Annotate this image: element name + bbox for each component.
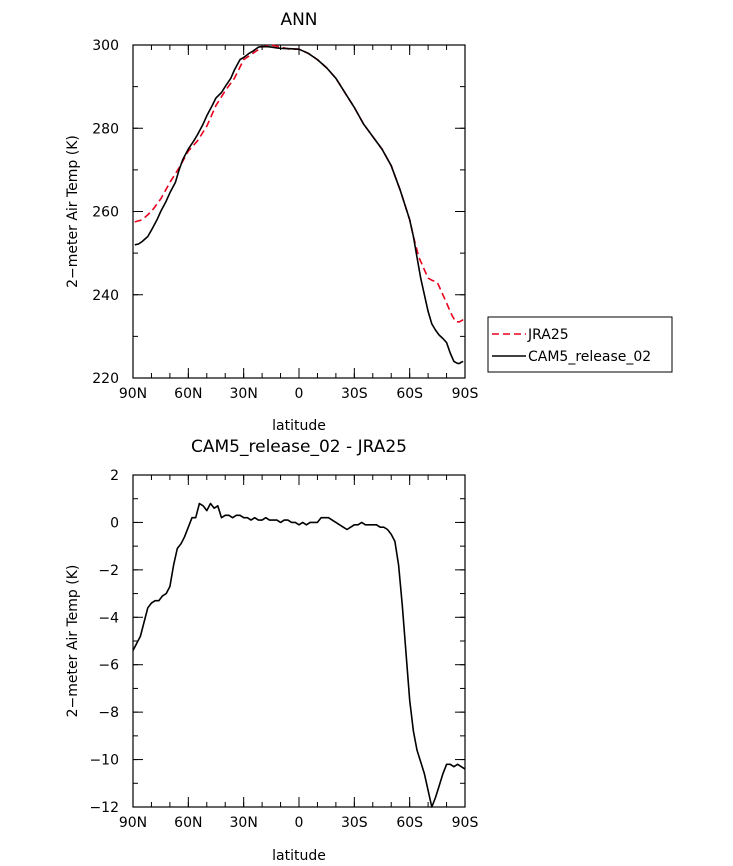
y-tick-label: 220 <box>92 371 119 387</box>
x-tick-label: 60N <box>174 386 202 402</box>
x-tick-label: 30N <box>230 386 258 402</box>
y-tick-label: −6 <box>98 658 119 674</box>
y-axis-label: 2−meter Air Temp (K) <box>65 565 81 718</box>
x-tick-label: 30S <box>341 815 368 831</box>
y-tick-label: 0 <box>110 515 119 531</box>
x-tick-label: 60N <box>174 815 202 831</box>
chart-title: ANN <box>280 10 317 30</box>
series-line-jra25 <box>134 44 464 323</box>
x-tick-label: 90N <box>119 386 147 402</box>
chart-panel-2: CAM5_release_02 - JRA25 90N 60N 30N 0 30S 60S 9… <box>65 437 478 864</box>
y-tick-label: −8 <box>98 705 119 721</box>
y-tick-label: −12 <box>89 800 119 816</box>
x-tick-label: 90N <box>119 815 147 831</box>
y-tick-label: 2 <box>110 468 119 484</box>
series-line-cam5-release-02 <box>134 45 464 365</box>
y-tick-label: 300 <box>92 38 119 54</box>
x-tick-label: 0 <box>295 815 304 831</box>
y-tick-label: 240 <box>92 288 119 304</box>
x-tick-label: 90S <box>452 386 479 402</box>
x-tick-label: 60S <box>396 815 423 831</box>
plot-frame <box>132 44 466 379</box>
y-tick-label: −4 <box>98 610 119 626</box>
x-tick-label: 30S <box>341 386 368 402</box>
series-line-cam5-release-02-jra25 <box>132 502 466 808</box>
chart-title: CAM5_release_02 - JRA25 <box>191 437 407 457</box>
y-tick-label: 280 <box>92 121 119 137</box>
chart-panel-1: ANN 90N 60N 30N 0 30S 60S 90S 220 240 260 280 300 lat… <box>65 10 673 434</box>
x-tick-label: 0 <box>295 386 304 402</box>
y-tick-label: −2 <box>98 563 119 579</box>
y-axis-label: 2−meter Air Temp (K) <box>65 135 81 288</box>
legend: JRA25 CAM5_release_02 <box>487 316 673 373</box>
x-axis-label: latitude <box>272 848 326 864</box>
x-tick-label: 90S <box>452 815 479 831</box>
y-tick-label: 260 <box>92 205 119 221</box>
legend-label: CAM5_release_02 <box>528 349 651 365</box>
x-tick-label: 30N <box>230 815 258 831</box>
x-tick-label: 60S <box>396 386 423 402</box>
legend-box <box>487 316 673 373</box>
y-tick-label: −10 <box>89 753 119 769</box>
legend-label: JRA25 <box>527 327 569 343</box>
x-axis-label: latitude <box>272 418 326 434</box>
